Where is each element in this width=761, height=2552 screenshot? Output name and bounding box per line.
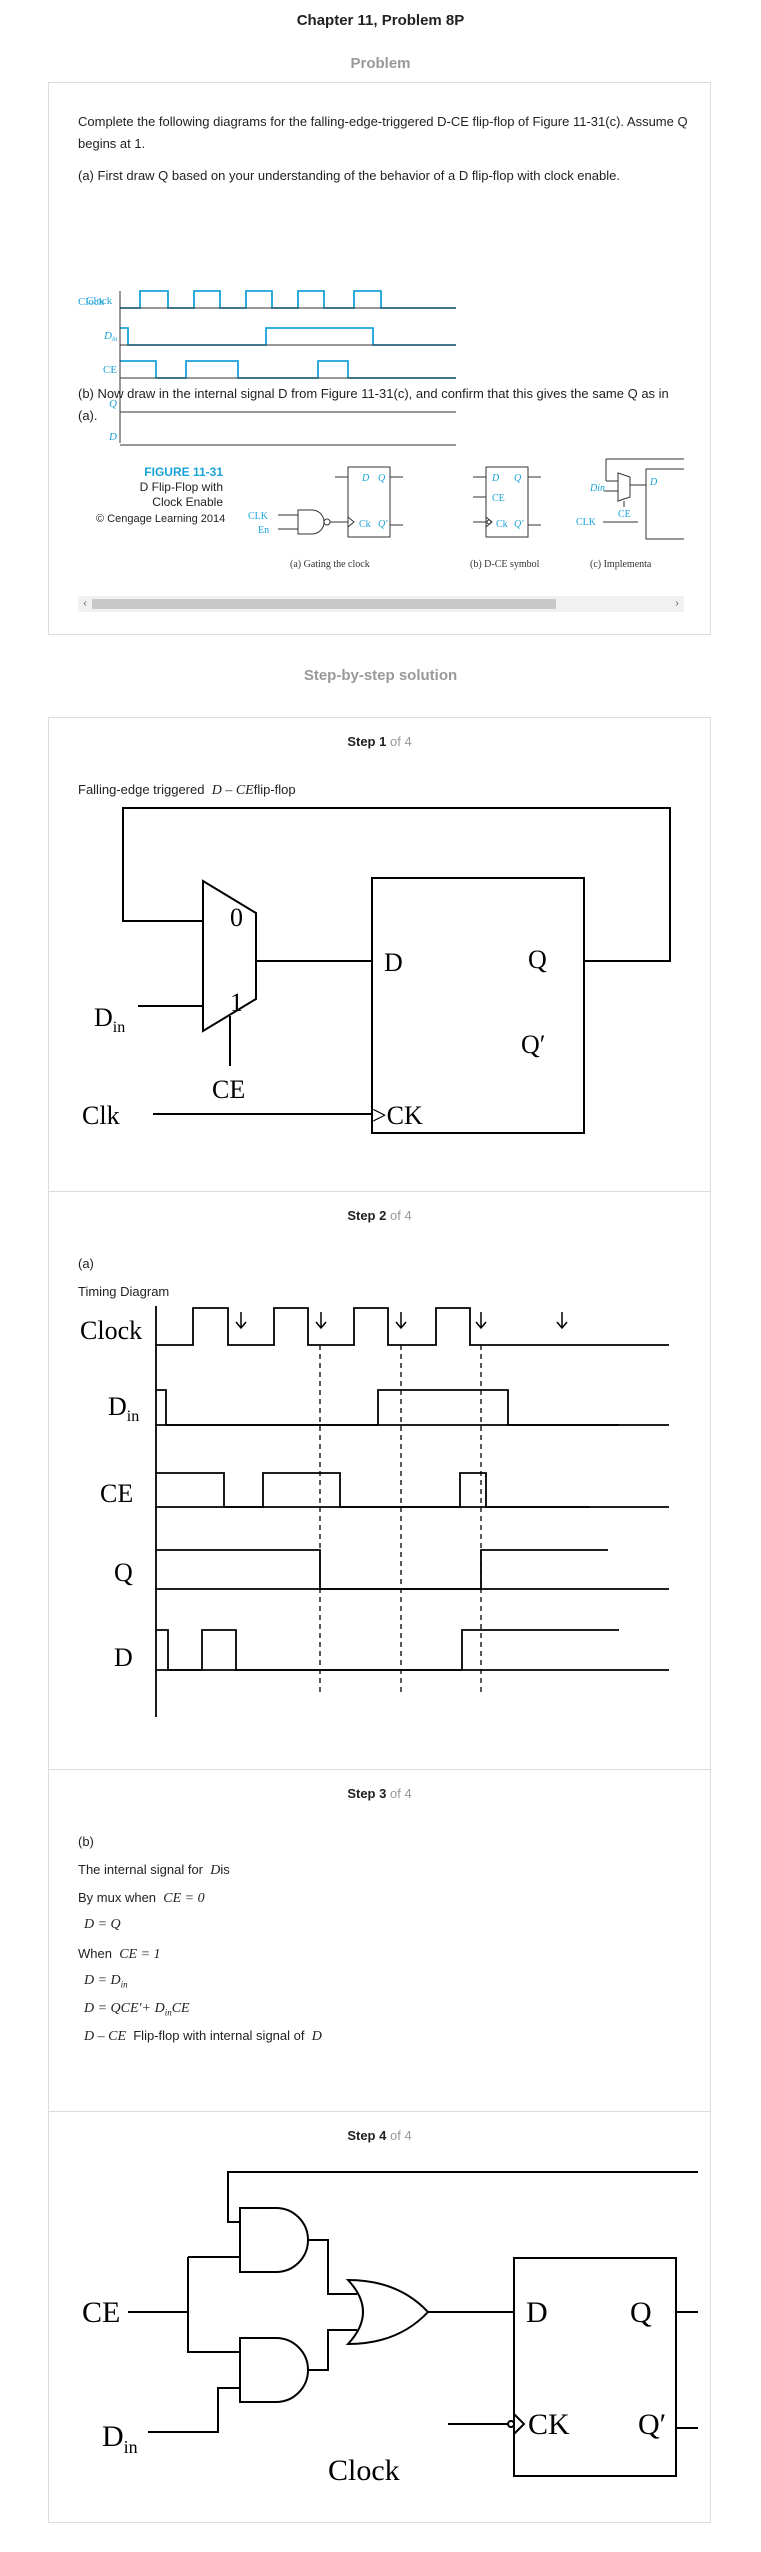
timing-waveforms: Clock Din CE Q D (86, 290, 456, 446)
mux-shape (202, 879, 257, 1033)
svg-text:D: D (361, 473, 370, 484)
svg-text:Q: Q (528, 945, 547, 974)
din-wave (156, 1389, 619, 1426)
step-3-line-1: The internal signal for Dis (78, 1862, 230, 1878)
svg-text:Q: Q (630, 2296, 652, 2329)
step-1-diagram: 0 1 D Q Q′ Din CE Clk >CK (82, 807, 671, 1134)
scroll-right-arrow[interactable]: › (675, 598, 679, 609)
step-2-part: (a) (78, 1256, 94, 1271)
step-1-card: Step 1 of 4 Falling-edge triggered D – C… (48, 717, 711, 1191)
svg-text:Q: Q (378, 473, 386, 484)
step-3-line-6: D = QCE′+ DinCE (84, 2001, 190, 2018)
svg-text:Ck: Ck (359, 519, 371, 530)
clock-wave (156, 1307, 515, 1346)
svg-text:>CK: >CK (372, 1101, 423, 1130)
problem-part-a: (a) First draw Q based on your understan… (78, 168, 620, 183)
svg-text:CE: CE (492, 493, 505, 504)
din-waveform (120, 327, 456, 346)
step-1-header: Step 1 of 4 (347, 734, 412, 749)
step-3-line-5: D = Din (84, 1973, 128, 1990)
step-2-subtitle: Timing Diagram (78, 1284, 170, 1299)
svg-text:Din: Din (102, 2420, 138, 2457)
step-3-line-3: D = Q (84, 1917, 121, 1932)
svg-text:Clk: Clk (82, 1101, 120, 1130)
problem-part-b: (b) Now draw in the internal signal D fr… (78, 386, 669, 423)
svg-text:Q: Q (114, 1558, 133, 1587)
problem-card: Complete the following diagrams for the … (48, 82, 711, 635)
step-1-text: Falling-edge triggered D – CEflip-flop (78, 782, 296, 798)
svg-text:D: D (649, 477, 658, 488)
step-2-timing: Clock Din CE Q D (80, 1306, 669, 1717)
step-2-card: Step 2 of 4 (a) Timing Diagram (48, 1191, 711, 1769)
ce-waveform (120, 360, 456, 379)
svg-text:D: D (526, 2296, 548, 2329)
dff-box (513, 2257, 677, 2477)
figure-sub-c: (c) Implementa (590, 559, 652, 570)
scroll-thumb[interactable] (92, 599, 556, 609)
and-gate-bottom (239, 2337, 309, 2403)
svg-text:D: D (491, 473, 500, 484)
timing-label-clock: Clock (78, 296, 105, 308)
problem-timing-diagram: Clock (78, 296, 105, 308)
problem-heading: Problem (350, 55, 411, 72)
label-d: D (108, 431, 117, 443)
svg-text:Ck: Ck (496, 519, 508, 530)
figure-11-31: FIGURE 11-31 D Flip-Flop with Clock Enab… (78, 455, 684, 585)
solution-heading: Step-by-step solution (303, 667, 458, 684)
svg-text:0: 0 (230, 903, 243, 932)
svg-text:CE: CE (100, 1479, 133, 1508)
label-din: Din (103, 330, 118, 343)
and-gate-top (239, 2207, 309, 2273)
svg-text:D: D (384, 948, 403, 977)
svg-text:Din: Din (108, 1392, 139, 1425)
d-wave (156, 1629, 619, 1671)
step-4-header: Step 4 of 4 (347, 2128, 412, 2143)
figure-caption-1: D Flip-Flop with (139, 480, 223, 494)
label-ce: CE (103, 364, 117, 376)
svg-text:Q′: Q′ (638, 2408, 666, 2441)
svg-text:Q': Q' (514, 519, 524, 530)
step-3-line-2: By mux when CE = 0 (78, 1890, 205, 1906)
scroll-left-arrow[interactable]: ‹ (83, 598, 87, 609)
svg-text:Q′: Q′ (521, 1030, 545, 1059)
step-3-header: Step 3 of 4 (347, 1786, 412, 1801)
step-4-card: Step 4 of 4 (48, 2111, 711, 2523)
svg-text:Clock: Clock (80, 1316, 142, 1345)
svg-text:D: D (114, 1643, 133, 1672)
step-3-line-7: D – CE Flip-flop with internal signal of… (84, 2028, 322, 2044)
svg-text:Clock: Clock (328, 2454, 400, 2487)
figure-caption-2: Clock Enable (152, 495, 223, 509)
q-wave (156, 1549, 608, 1590)
step-2-header: Step 2 of 4 (347, 1208, 412, 1223)
svg-text:CLK: CLK (576, 517, 597, 528)
step-3-card: Step 3 of 4 (b) The internal signal for … (48, 1769, 711, 2111)
figure-sub-b: (b) D-CE symbol (470, 559, 540, 570)
label-q: Q (109, 398, 117, 410)
problem-intro: Complete the following diagrams for the … (78, 114, 688, 151)
svg-text:Din: Din (589, 483, 605, 494)
svg-text:CLK: CLK (248, 511, 269, 522)
or-gate (345, 2278, 430, 2346)
svg-text:CE: CE (82, 2296, 120, 2329)
svg-text:Din: Din (94, 1003, 125, 1036)
step-3-part: (b) (78, 1834, 94, 1849)
svg-text:En: En (258, 525, 269, 536)
flipflop-box (371, 877, 585, 1134)
step-4-diagram: CE Din Clock D Q CK Q′ (82, 2171, 698, 2487)
step-3-line-4: When CE = 1 (78, 1946, 161, 1962)
svg-text:Q': Q' (378, 519, 388, 530)
svg-text:Q: Q (514, 473, 522, 484)
clock-waveform (120, 290, 456, 309)
figure-label: FIGURE 11-31 (144, 465, 223, 479)
figure-scrollbar[interactable]: ‹ › (78, 596, 684, 612)
svg-text:CE: CE (618, 509, 631, 520)
figure-sub-a: (a) Gating the clock (290, 559, 370, 570)
svg-text:CE: CE (212, 1075, 245, 1104)
page-title: Chapter 11, Problem 8P (296, 12, 465, 29)
label-clock: Clock (86, 295, 113, 307)
svg-text:CK: CK (528, 2408, 570, 2441)
svg-text:1: 1 (230, 988, 243, 1017)
figure-credit: © Cengage Learning 2014 (96, 513, 226, 525)
ce-wave (156, 1472, 590, 1508)
